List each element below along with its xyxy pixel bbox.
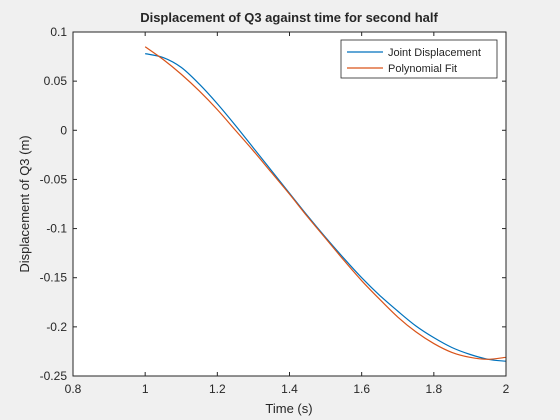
plot-area: [73, 32, 506, 376]
legend-box: [340, 39, 498, 79]
legend-label: Polynomial Fit: [388, 63, 457, 75]
chart-title: Displacement of Q3 against time for seco…: [140, 10, 438, 25]
data-series: [144, 46, 507, 362]
y-axis-label: Displacement of Q3 (m): [17, 135, 32, 272]
y-tick-label: 0.05: [44, 74, 68, 88]
x-axis-label: Time (s): [265, 401, 312, 416]
series-line-joint-displacement: [145, 53, 507, 362]
axis-ticks: 0.8 1 1.2 1.4 1.6 1.8 2 -0.25 -0.2 -0.15 -0.1 -0.05…: [40, 25, 510, 396]
y-tick-label: -0.15: [40, 271, 68, 285]
y-tick-label: 0.1: [50, 25, 67, 39]
legend-label: Joint Displacement: [388, 47, 481, 59]
y-tick-label: -0.1: [46, 222, 67, 236]
x-tick-label: 1.6: [353, 382, 370, 396]
y-tick-label: 0: [60, 123, 67, 137]
x-tick-label: 0.8: [65, 382, 82, 396]
plot-box: [72, 31, 507, 377]
x-tick-label: 2: [503, 382, 510, 396]
x-tick-label: 1.2: [209, 382, 226, 396]
series-line-polynomial-fit: [144, 46, 507, 360]
y-tick-label: -0.25: [40, 369, 68, 383]
y-tick-label: -0.2: [46, 320, 67, 334]
x-tick-label: 1.8: [425, 382, 442, 396]
y-tick-label: -0.05: [40, 172, 68, 186]
legend: Joint Displacement Polynomial Fit: [340, 39, 498, 79]
x-tick-label: 1.4: [281, 382, 298, 396]
x-tick-label: 1: [142, 382, 149, 396]
